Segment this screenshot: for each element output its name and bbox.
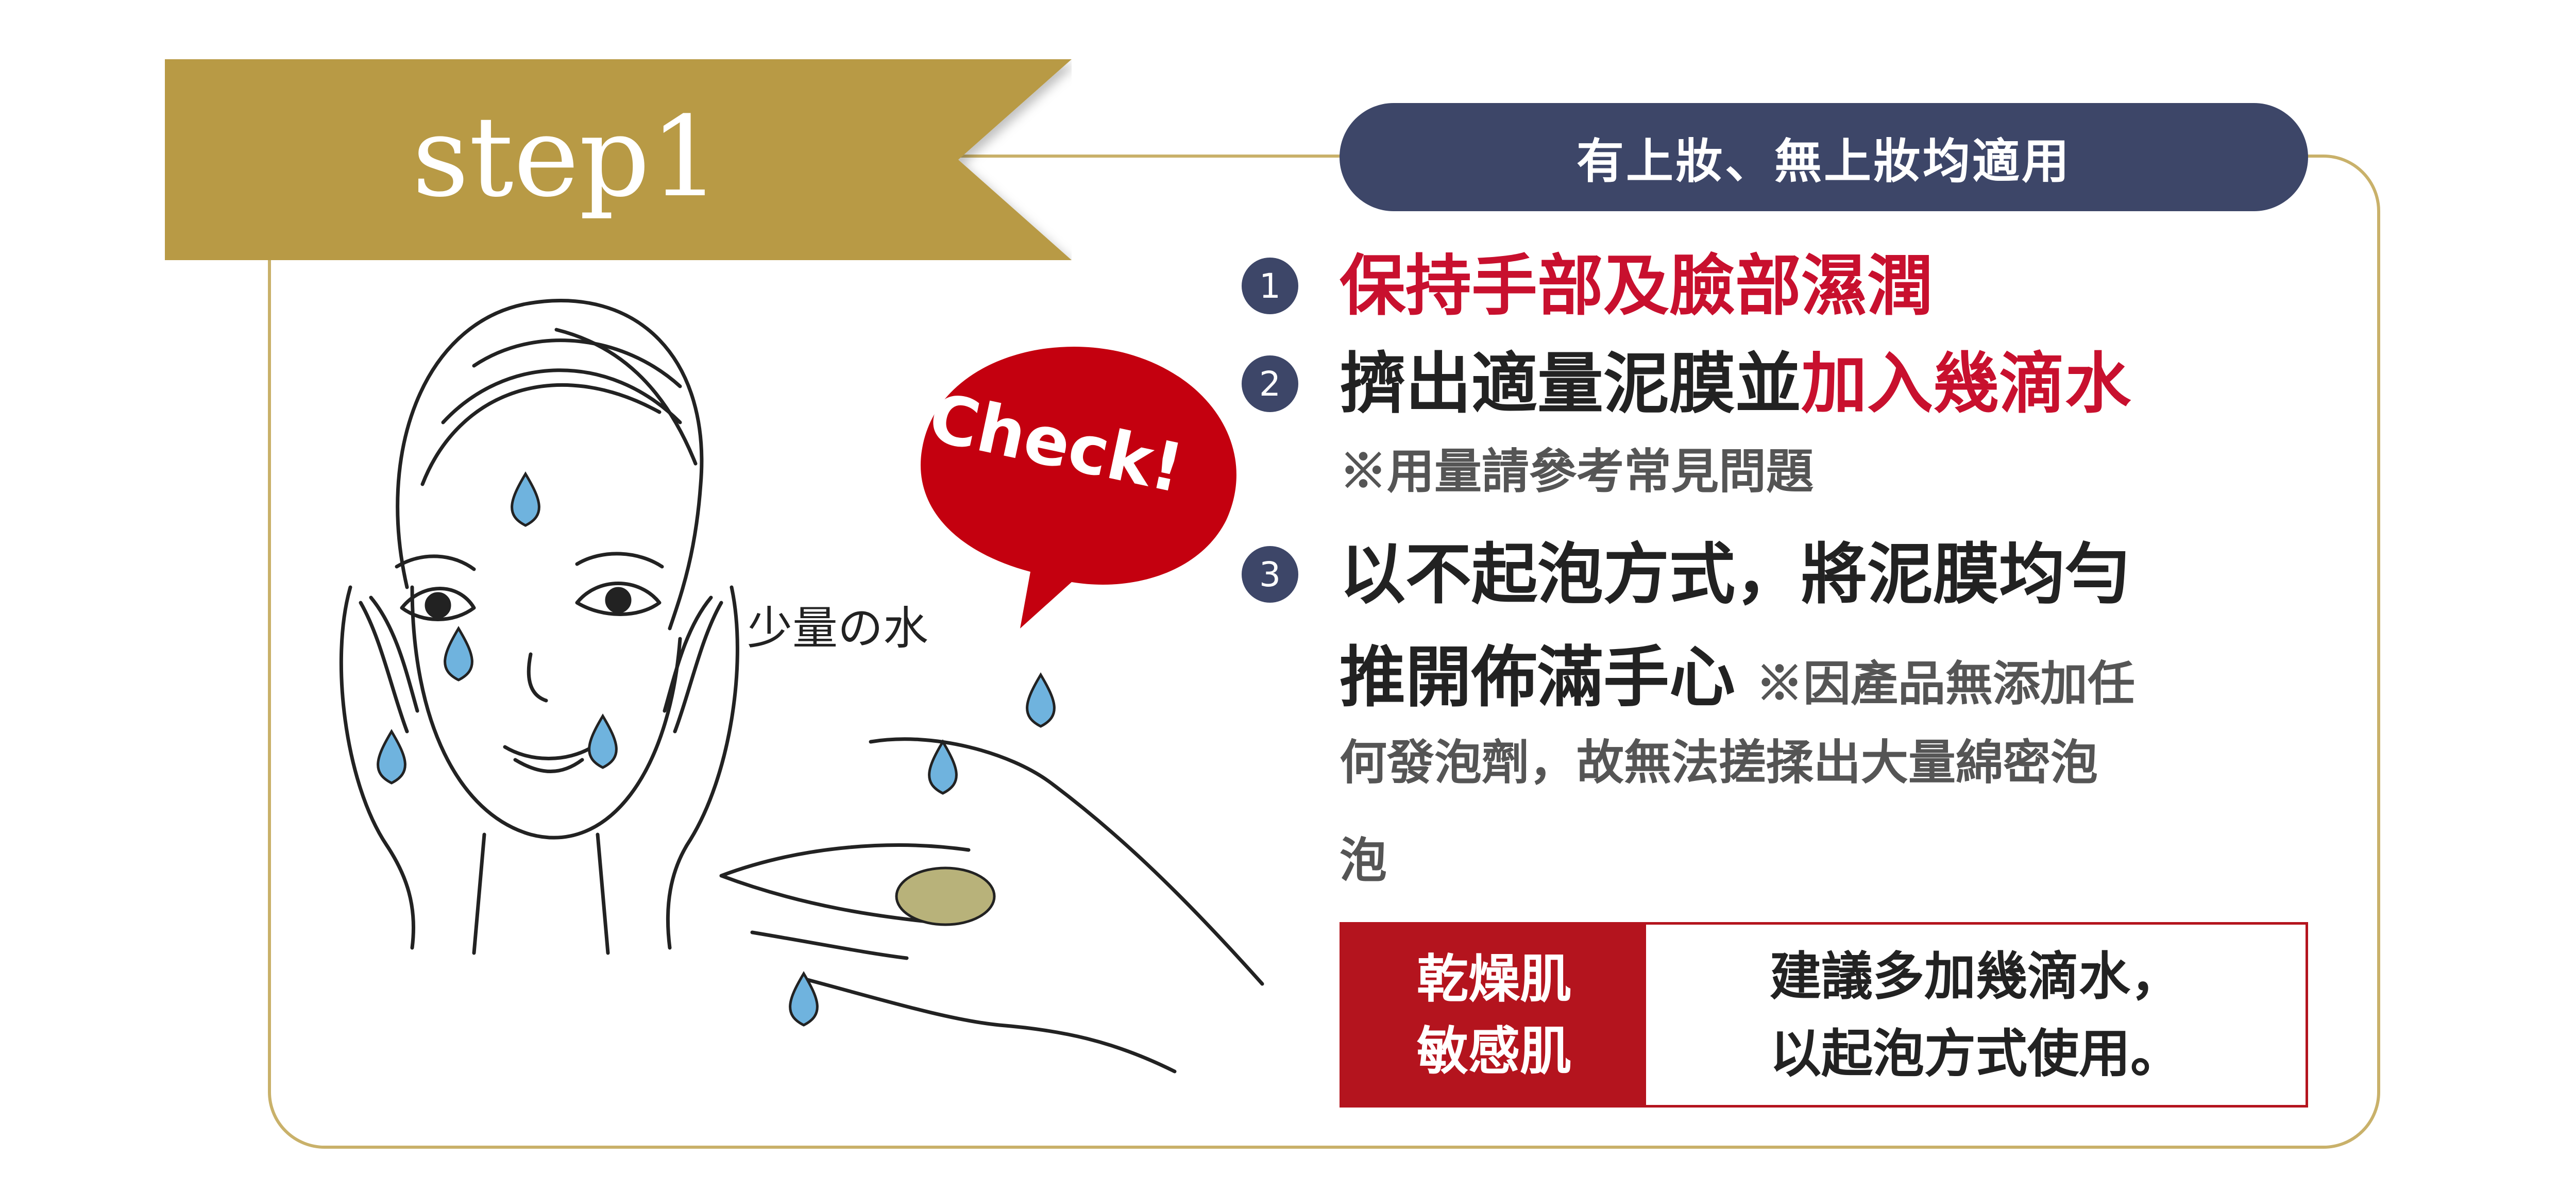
- water-drop-6: [928, 739, 958, 795]
- step-3-note-line-3: 泡: [1340, 832, 1387, 888]
- step-2-text-main: 擠出適量泥膜並: [1340, 345, 1802, 422]
- water-drop-3: [377, 729, 406, 785]
- mouth-lower: [513, 758, 584, 773]
- open-hand: [719, 737, 1264, 1074]
- hair-line-3: [472, 338, 682, 388]
- step-3-line-1: 以不起泡方式，將泥膜均勻: [1340, 536, 2131, 613]
- check-speech-bubble: [920, 346, 1236, 628]
- water-drop-2: [444, 626, 473, 682]
- skin-advice-line-1: 建議多加幾滴水，: [1770, 946, 2182, 1007]
- connector-line: [969, 155, 1360, 158]
- skin-advice-line-2: 以起泡方式使用。: [1770, 1023, 2182, 1084]
- hair-line-2: [441, 368, 682, 424]
- water-drop-7: [789, 971, 819, 1027]
- step-2-note: ※用量請參考常見問題: [1340, 444, 1814, 499]
- hair-line-4: [554, 328, 698, 466]
- right-pupil: [605, 587, 632, 614]
- step-3-note-start: ※因產品無添加任: [1756, 656, 2136, 711]
- right-fingers: [663, 595, 723, 734]
- water-drop-4: [588, 713, 618, 769]
- applicability-pill: 有上妝、無上妝均適用: [1340, 103, 2308, 211]
- left-hand-on-face: [339, 585, 415, 950]
- right-eye: [575, 582, 662, 616]
- step-ribbon: [165, 59, 1072, 260]
- step-number-1: 1: [1242, 258, 1298, 314]
- left-brow: [395, 554, 476, 571]
- step-1-text: 保持手部及臉部濕潤: [1340, 247, 1934, 325]
- left-pupil: [425, 592, 451, 619]
- skin-type-cell: 乾燥肌 敏感肌: [1342, 925, 1646, 1105]
- left-eye: [400, 587, 476, 621]
- step-2-text-highlight: 加入幾滴水: [1801, 345, 2131, 422]
- step-3-line-2-main: 推開佈滿手心: [1340, 639, 1736, 716]
- right-brow: [575, 552, 664, 569]
- step-number-3: 3: [1242, 546, 1298, 603]
- content-frame: [268, 155, 2380, 1149]
- hair-line-1: [420, 383, 662, 486]
- head-outline: [396, 299, 704, 631]
- right-hand-on-face: [666, 585, 739, 950]
- step-3-line-2: 推開佈滿手心 ※因產品無添加任: [1340, 639, 2135, 736]
- water-label: 少量の水: [747, 602, 929, 655]
- mouth: [503, 745, 595, 760]
- skin-advice-cell: 建議多加幾滴水， 以起泡方式使用。: [1646, 925, 2306, 1105]
- neck: [472, 832, 610, 955]
- water-drop-5: [1026, 672, 1056, 728]
- skin-type-table: 乾燥肌 敏感肌 建議多加幾滴水， 以起泡方式使用。: [1340, 922, 2308, 1108]
- step-3-note-line-2: 何發泡劑，故無法搓揉出大量綿密泡: [1340, 735, 2098, 790]
- nose: [527, 652, 548, 703]
- face-and-hand-illustration: [339, 299, 1264, 1074]
- face-outline: [410, 585, 682, 840]
- skin-type-sensitive: 敏感肌: [1417, 1020, 1571, 1081]
- skin-type-dry: 乾燥肌: [1417, 948, 1571, 1009]
- step-2-text: 擠出適量泥膜並加入幾滴水: [1340, 345, 2131, 422]
- water-drop-1: [511, 471, 540, 527]
- clay-dollop: [895, 866, 996, 926]
- step-number-2: 2: [1242, 355, 1298, 412]
- step-title: step1: [412, 92, 721, 222]
- left-fingers: [359, 595, 419, 734]
